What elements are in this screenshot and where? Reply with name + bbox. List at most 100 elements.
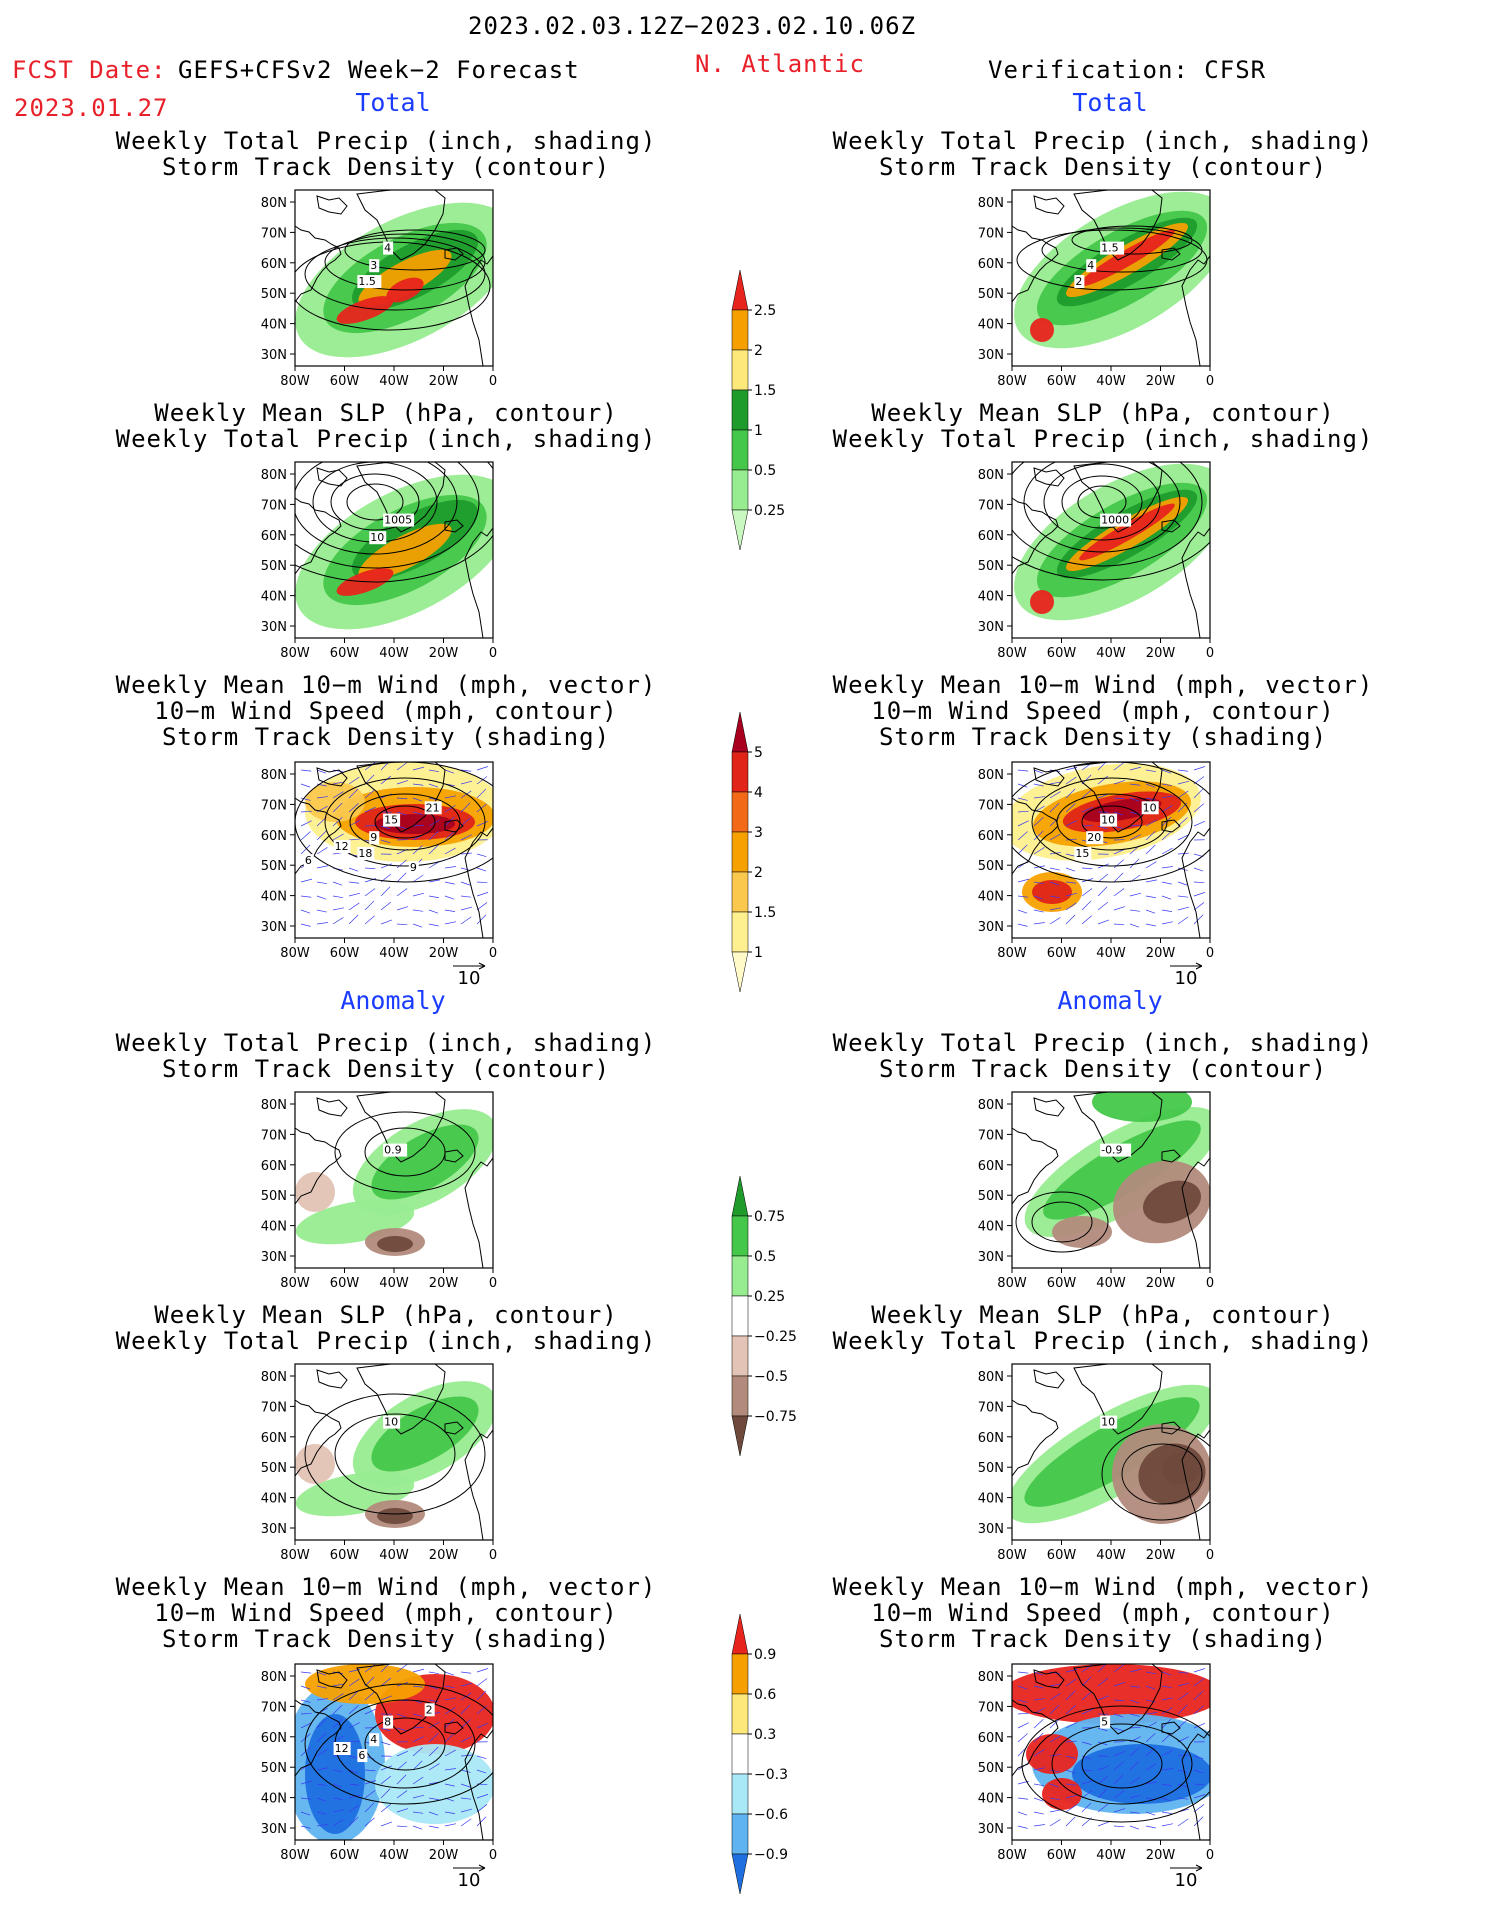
wind-vector [1161, 1783, 1172, 1787]
wind-vector [316, 922, 328, 925]
vector-ref-arrowhead [478, 1864, 486, 1872]
colorbar-label: 1 [754, 423, 763, 439]
wind-vector [348, 1783, 360, 1786]
wind-vector [332, 1671, 343, 1675]
shading-region [295, 202, 493, 358]
lon-tick-label: 0 [489, 1548, 497, 1563]
wind-vector [1161, 895, 1172, 900]
coastline [295, 225, 342, 366]
colorbar-box [731, 911, 749, 953]
lat-tick-label: 50N [978, 559, 1004, 574]
wind-vector [364, 1802, 375, 1813]
wind-vector [460, 916, 472, 925]
contour-line [1023, 462, 1181, 553]
lat-tick-label: 80N [978, 468, 1004, 483]
wind-vector [1049, 1783, 1060, 1788]
arctic-islands-outline [316, 1669, 348, 1689]
wind-vector [348, 820, 360, 827]
wind-vector [1049, 1718, 1060, 1729]
lat-tick-label: 30N [261, 1250, 287, 1265]
colorbar-box [731, 1295, 749, 1337]
arctic-islands-outline [1033, 195, 1065, 215]
wind-vector [412, 811, 423, 815]
wind-vector [1193, 902, 1205, 911]
wind-vector [396, 1790, 408, 1799]
wind-vector [332, 1693, 344, 1701]
shading-region [1014, 191, 1210, 349]
colorbar-label: −0.3 [754, 1767, 788, 1783]
wind-vector [380, 793, 393, 799]
wind-vector [348, 776, 360, 785]
shading-region [1112, 1424, 1210, 1524]
contour-line [1021, 1705, 1210, 1823]
lon-tick-label: 20W [1146, 1276, 1176, 1291]
wind-vector [1049, 867, 1060, 871]
map-background [1012, 762, 1210, 938]
wind-vector [476, 1804, 488, 1813]
contour-label-bg [333, 840, 351, 853]
lat-tick-label: 70N [261, 798, 287, 813]
wind-vector [444, 909, 456, 912]
greenland-outline [1073, 190, 1163, 261]
title-line: Weekly Mean 10−m Wind (mph, vector) [115, 671, 657, 699]
wind-vector [1049, 1769, 1060, 1773]
shading-region [295, 1444, 335, 1484]
wind-vector [1081, 1769, 1093, 1772]
title-line: Weekly Mean SLP (hPa, contour) [871, 1301, 1335, 1329]
wind-vector [1017, 909, 1028, 914]
wind-vector [1129, 1726, 1141, 1729]
contour-label-bg [383, 1415, 401, 1429]
wind-vector [364, 853, 375, 858]
wind-vector [476, 1769, 487, 1774]
colorbar-label: 3 [754, 825, 763, 841]
lon-tick-label: 40W [379, 1548, 409, 1563]
wind-vector [1017, 878, 1030, 883]
wind-vector [412, 1760, 423, 1771]
colorbar-box [731, 1733, 749, 1775]
wind-vector [332, 769, 343, 773]
wind-vector [1145, 1763, 1157, 1771]
contour-line [349, 793, 461, 851]
lat-tick-label: 50N [978, 1189, 1004, 1204]
map-frame [1011, 189, 1211, 367]
wind-vector [380, 1788, 391, 1799]
wind-vector [460, 1692, 472, 1701]
map-field: 1.5 42 [1012, 190, 1210, 366]
title-line: Storm Track Density (contour) [161, 153, 611, 181]
wind-vector [396, 888, 408, 897]
map-background [295, 1664, 493, 1840]
greenland-outline [1073, 1092, 1163, 1163]
lon-tick-label: 0 [489, 1276, 497, 1291]
wind-vector [1017, 1825, 1028, 1829]
lat-tick-label: 80N [978, 768, 1004, 783]
wind-vector [316, 847, 328, 855]
lon-tick-label: 60W [1047, 1548, 1077, 1563]
contour-label-bg [1086, 259, 1097, 273]
contour-label-bg [1100, 813, 1118, 827]
arctic-islands-outline [316, 195, 348, 215]
wind-vector [428, 810, 440, 813]
wind-vector [1097, 839, 1108, 844]
wind-vector [396, 859, 407, 869]
greenland-outline [356, 1092, 446, 1163]
vector-ref-label: 10 [458, 1870, 481, 1891]
wind-vector [348, 838, 360, 841]
contour-label: 1005 [384, 514, 412, 527]
wind-vector [1065, 1740, 1077, 1743]
model-name: GEFS+CFSv2 Week−2 Forecast [178, 56, 580, 84]
wind-vector [1113, 923, 1125, 926]
wind-vector [1017, 1746, 1028, 1757]
map-frame [294, 1091, 494, 1269]
wind-vector [1065, 1804, 1077, 1813]
wind-vector [1129, 797, 1140, 802]
wind-vector [1193, 820, 1206, 827]
title-line: Weekly Total Precip (inch, shading) [115, 425, 657, 453]
wind-vector [380, 1695, 393, 1701]
wind-vector [1033, 847, 1045, 855]
greenland-outline [356, 1364, 446, 1435]
contour-label-bg [333, 1742, 351, 1755]
wind-vector [476, 788, 487, 799]
wind-vector [476, 1690, 487, 1701]
wind-vector [1177, 1818, 1189, 1827]
wind-vector [1017, 783, 1028, 788]
